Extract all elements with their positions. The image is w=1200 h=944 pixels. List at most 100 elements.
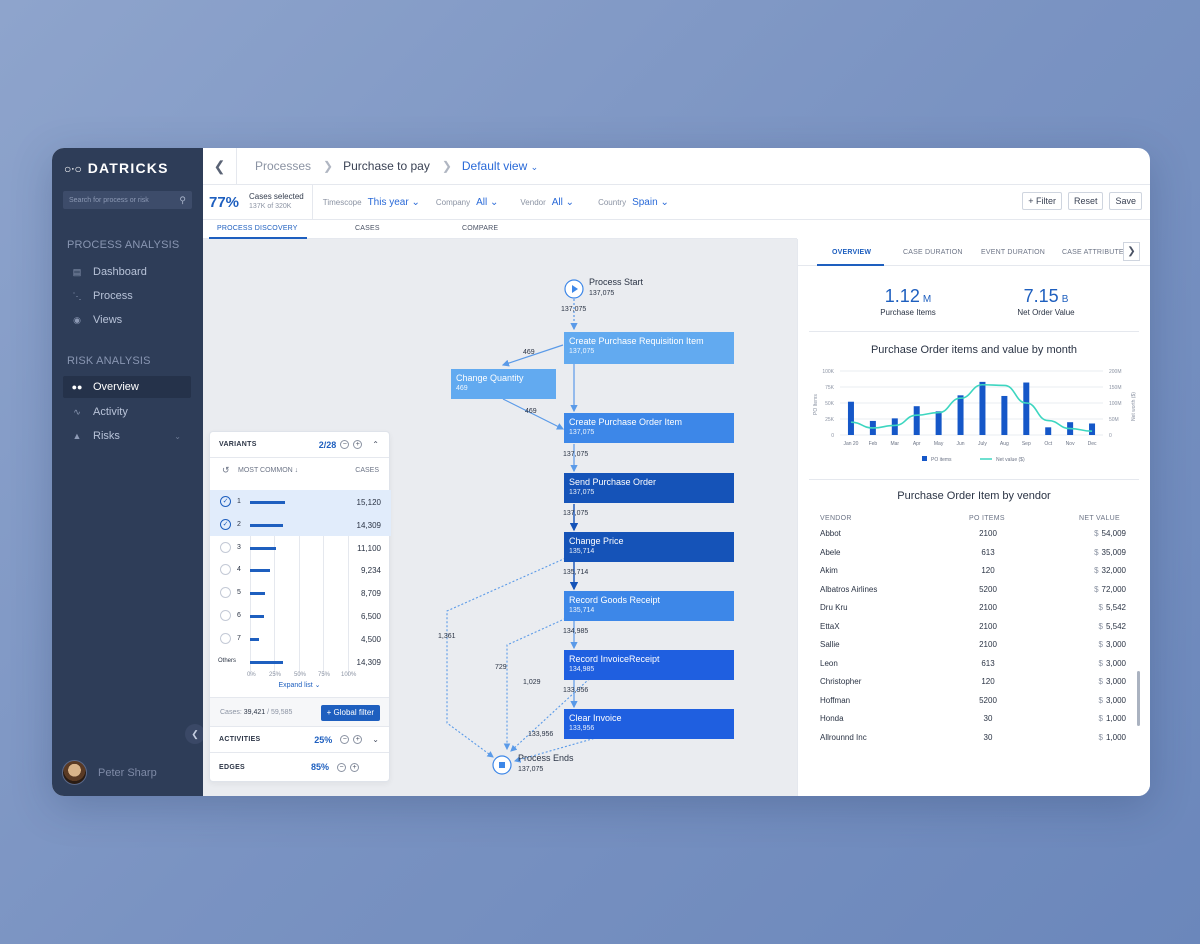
breadcrumb-purchase-to-pay[interactable]: Purchase to pay	[343, 159, 430, 173]
timescope-dropdown[interactable]: This year ⌄	[368, 197, 420, 208]
variant-row[interactable]: 3 11,100	[210, 536, 391, 559]
variant-cases: 14,309	[356, 520, 381, 530]
global-filter-button[interactable]: + Global filter	[320, 705, 380, 721]
currency-symbol: $	[1098, 621, 1103, 631]
tab-cases[interactable]: CASES	[355, 225, 380, 232]
variant-row[interactable]: 4 9,234	[210, 558, 391, 581]
tabs-next-button[interactable]: ❯	[1123, 242, 1140, 261]
plus-icon[interactable]: +	[353, 440, 363, 449]
save-button[interactable]: Save	[1109, 192, 1142, 210]
activity-icon: ∿	[73, 406, 81, 417]
variant-checkbox[interactable]: ✓	[220, 518, 231, 530]
tab-overview[interactable]: OVERVIEW	[832, 249, 872, 256]
table-row[interactable]: Hoffman 5200 $3,000	[809, 692, 1126, 710]
tab-case-duration[interactable]: CASE DURATION	[903, 249, 963, 256]
chart-bar	[913, 406, 920, 435]
process-node[interactable]: Change Quantity 469	[451, 369, 556, 399]
chevron-up-icon[interactable]: ⌃	[372, 440, 379, 449]
sort-most-common[interactable]: MOST COMMON ↓	[238, 467, 298, 474]
tab-process-discovery[interactable]: PROCESS DISCOVERY	[217, 225, 298, 232]
kpi-unit: M	[922, 294, 932, 305]
variant-checkbox[interactable]	[220, 541, 231, 553]
sidebar-search-input[interactable]: Search for process or risk ⚲	[63, 191, 192, 209]
back-button[interactable]: ❮	[203, 148, 237, 185]
variant-checkbox[interactable]: ✓	[220, 496, 231, 507]
table-row[interactable]: Leon 613 $3,000	[809, 655, 1126, 673]
add-filter-button[interactable]: + Filter	[1022, 192, 1062, 210]
minus-icon[interactable]: −	[340, 440, 350, 449]
vendor-dropdown[interactable]: All ⌄	[552, 197, 574, 208]
reset-button[interactable]: Reset	[1067, 192, 1104, 210]
process-node[interactable]: Change Price 135,714	[564, 532, 734, 562]
view-selector[interactable]: Default view ⌄	[462, 159, 538, 173]
legend-label: Net value ($)	[996, 457, 1025, 463]
sidebar-item-views[interactable]: ◉ Views	[63, 309, 191, 331]
table-row[interactable]: Albatros Airlines 5200 $72,000	[809, 581, 1126, 599]
logo[interactable]: ○⸱○ DATRICKS	[64, 158, 169, 178]
process-node[interactable]: Clear Invoice 133,956	[564, 709, 734, 739]
table-row[interactable]: Abele 613 $35,009	[809, 544, 1126, 562]
vendor-name: Hoffman	[820, 695, 851, 705]
variant-checkbox[interactable]	[220, 632, 231, 644]
variant-row[interactable]: ✓ 1 15,120	[210, 490, 391, 513]
user-profile[interactable]: Peter Sharp	[62, 760, 157, 785]
y-tick-label: 75K	[825, 385, 835, 391]
sort-reset-icon[interactable]: ↺	[222, 465, 230, 475]
table-row[interactable]: Dru Kru 2100 $5,542	[809, 599, 1126, 617]
plus-icon[interactable]: +	[353, 735, 363, 744]
x-tick-label: Oct	[1044, 441, 1052, 447]
po-items: 120	[981, 566, 995, 575]
y-tick-label: 50K	[825, 401, 835, 407]
variant-row[interactable]: Others 14,309	[210, 650, 391, 673]
currency-symbol: $	[1094, 566, 1099, 575]
breadcrumb-processes[interactable]: Processes	[255, 159, 312, 173]
net-value: $35,009	[1094, 548, 1126, 557]
variant-checkbox[interactable]	[220, 587, 231, 599]
eye-icon: ◉	[73, 314, 81, 325]
table-row[interactable]: Abbot 2100 $54,009	[809, 525, 1126, 543]
logo-text: DATRICKS	[87, 160, 169, 176]
tab-case-attribute[interactable]: CASE ATTRIBUTE	[1062, 249, 1124, 256]
node-label: Create Purchase Requisition Item	[569, 336, 704, 346]
variant-bar	[250, 660, 284, 664]
node-label: Clear Invoice	[569, 713, 622, 723]
table-row[interactable]: Allrounnd Inc 30 $1,000	[809, 729, 1126, 747]
country-dropdown[interactable]: Spain ⌄	[632, 197, 669, 208]
sidebar-item-overview[interactable]: ●● Overview	[63, 376, 191, 398]
sidebar-item-process[interactable]: ⋱ Process	[63, 285, 191, 307]
chart-title: Purchase Order items and value by month	[870, 344, 1078, 356]
process-node[interactable]: Record Goods Receipt 135,714	[564, 591, 734, 621]
variant-checkbox[interactable]	[220, 610, 231, 621]
process-node[interactable]: Create Purchase Order Item 137,075	[564, 413, 734, 443]
sidebar-item-activity[interactable]: ∿ Activity	[63, 401, 191, 423]
process-node[interactable]: Record InvoiceReceipt 134,985	[564, 650, 734, 680]
kpi-value: 1.12 M	[858, 286, 958, 307]
table-row[interactable]: Akim 120 $32,000	[809, 562, 1126, 580]
table-row[interactable]: Honda 30 $1,000	[809, 710, 1126, 728]
variant-row[interactable]: ✓ 2 14,309	[210, 512, 391, 536]
company-dropdown[interactable]: All ⌄	[476, 197, 498, 208]
minus-icon[interactable]: −	[337, 762, 346, 772]
table-row[interactable]: Christopher 120 $3,000	[809, 673, 1126, 691]
variant-row[interactable]: 6 6,500	[210, 604, 391, 627]
process-map-canvas[interactable]: Process Start 137,075 Process Ends 137,0…	[203, 239, 797, 796]
tab-compare[interactable]: COMPARE	[462, 225, 499, 232]
variant-checkbox[interactable]	[220, 564, 231, 576]
variant-row[interactable]: 5 8,709	[210, 581, 391, 604]
table-scrollbar[interactable]	[1137, 671, 1140, 726]
sidebar-item-dashboard[interactable]: ▤ Dashboard	[63, 261, 191, 283]
process-node[interactable]: Send Purchase Order 137,075	[564, 473, 734, 503]
tab-event-duration[interactable]: EVENT DURATION	[981, 249, 1045, 256]
process-node[interactable]: Create Purchase Requisition Item 137,075	[564, 332, 734, 364]
plus-icon[interactable]: +	[350, 762, 359, 772]
table-row[interactable]: EttaX 2100 $5,542	[809, 618, 1126, 636]
chevron-down-icon: ⌄	[490, 196, 499, 208]
sidebar-item-risks[interactable]: ▲ Risks ⌄	[63, 425, 191, 447]
y-tick-label: 100K	[822, 369, 834, 375]
expand-list-link[interactable]: Expand list ⌄	[210, 681, 389, 689]
variant-row[interactable]: 7 4,500	[210, 627, 391, 650]
chevron-down-icon[interactable]: ⌄	[372, 735, 379, 744]
table-row[interactable]: Sallie 2100 $3,000	[809, 636, 1126, 654]
sidebar-collapse-button[interactable]: ❮	[185, 724, 205, 744]
minus-icon[interactable]: −	[340, 735, 350, 744]
